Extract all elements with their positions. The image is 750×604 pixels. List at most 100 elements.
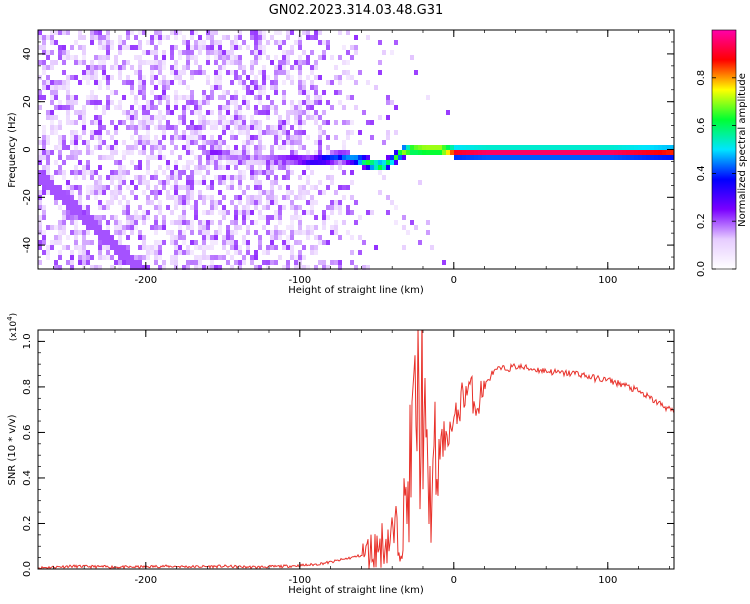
heatmap-cell — [330, 55, 334, 60]
heatmap-cell — [218, 70, 222, 75]
heatmap-cell — [274, 165, 278, 170]
heatmap-cell — [234, 260, 238, 265]
heatmap-cell — [326, 40, 330, 45]
heatmap-cell — [246, 250, 250, 255]
heatmap-cell — [290, 65, 294, 70]
heatmap-cell — [130, 65, 134, 70]
heatmap-cell — [118, 105, 122, 110]
heatmap-cell — [174, 190, 178, 195]
heatmap-cell — [86, 250, 90, 255]
heatmap-cell — [82, 130, 86, 135]
heatmap-cell — [118, 100, 122, 105]
heatmap-cell — [470, 155, 474, 160]
heatmap-cell — [190, 180, 194, 185]
heatmap-cell — [218, 175, 222, 180]
y-tick-label: 1.0 — [22, 333, 33, 349]
heatmap-cell — [178, 50, 182, 55]
heatmap-cell — [326, 185, 330, 190]
heatmap-cell — [206, 80, 210, 85]
heatmap-cell — [170, 30, 174, 35]
heatmap-cell — [294, 40, 298, 45]
heatmap-cell — [442, 150, 446, 155]
heatmap-cell — [170, 185, 174, 190]
heatmap-cell — [266, 245, 270, 250]
heatmap-cell — [314, 100, 318, 105]
heatmap-cell — [670, 145, 674, 150]
heatmap-cell — [274, 90, 278, 95]
heatmap-cell — [166, 180, 170, 185]
heatmap-cell — [58, 80, 62, 85]
heatmap-cell — [150, 70, 154, 75]
heatmap-cell — [46, 175, 50, 180]
heatmap-cell — [74, 135, 78, 140]
heatmap-cell — [134, 210, 138, 215]
heatmap-cell — [186, 105, 190, 110]
heatmap-cell — [98, 45, 102, 50]
heatmap-cell — [266, 215, 270, 220]
heatmap-cell — [66, 215, 70, 220]
heatmap-cell — [346, 160, 350, 165]
heatmap-cell — [310, 205, 314, 210]
heatmap-cell — [138, 105, 142, 110]
heatmap-cell — [326, 150, 330, 155]
heatmap-cell — [106, 145, 110, 150]
heatmap-cell — [158, 140, 162, 145]
heatmap-cell — [70, 195, 74, 200]
heatmap-cell — [242, 140, 246, 145]
heatmap-cell — [358, 130, 362, 135]
heatmap-cell — [138, 125, 142, 130]
heatmap-cell — [266, 190, 270, 195]
heatmap-cell — [222, 180, 226, 185]
heatmap-cell — [246, 160, 250, 165]
heatmap-cell — [206, 60, 210, 65]
heatmap-cell — [426, 145, 430, 150]
heatmap-cell — [606, 150, 610, 155]
heatmap-cell — [234, 70, 238, 75]
heatmap-cell — [382, 160, 386, 165]
heatmap-cell — [222, 60, 226, 65]
heatmap-cell — [370, 165, 374, 170]
heatmap-cell — [50, 185, 54, 190]
heatmap-cell — [102, 55, 106, 60]
heatmap-cell — [178, 75, 182, 80]
heatmap-cell — [274, 40, 278, 45]
heatmap-cell — [42, 50, 46, 55]
heatmap-cell — [474, 145, 478, 150]
heatmap-cell — [218, 40, 222, 45]
heatmap-cell — [566, 145, 570, 150]
colorbar-tick-label: 0.6 — [696, 118, 707, 134]
heatmap-cell — [254, 200, 258, 205]
heatmap-cell — [38, 220, 42, 225]
heatmap-cell — [470, 145, 474, 150]
heatmap-cell — [202, 250, 206, 255]
heatmap-cell — [158, 240, 162, 245]
heatmap-cell — [314, 160, 318, 165]
heatmap-cell — [190, 45, 194, 50]
heatmap-cell — [330, 175, 334, 180]
heatmap-cell — [254, 160, 258, 165]
heatmap-cell — [58, 120, 62, 125]
heatmap-cell — [430, 150, 434, 155]
heatmap-cell — [62, 85, 66, 90]
heatmap-cell — [114, 230, 118, 235]
heatmap-cell — [58, 50, 62, 55]
heatmap-cell — [74, 210, 78, 215]
heatmap-cell — [66, 180, 70, 185]
heatmap-cell — [206, 165, 210, 170]
heatmap-cell — [154, 245, 158, 250]
heatmap-cell — [98, 115, 102, 120]
heatmap-cell — [246, 215, 250, 220]
heatmap-cell — [238, 195, 242, 200]
heatmap-cell — [66, 120, 70, 125]
heatmap-cell — [42, 60, 46, 65]
heatmap-cell — [542, 155, 546, 160]
heatmap-cell — [234, 215, 238, 220]
heatmap-cell — [158, 110, 162, 115]
heatmap-cell — [282, 205, 286, 210]
heatmap-cell — [146, 255, 150, 260]
heatmap-cell — [390, 50, 394, 55]
heatmap-cell — [186, 190, 190, 195]
heatmap-cell — [262, 75, 266, 80]
heatmap-cell — [262, 260, 266, 265]
